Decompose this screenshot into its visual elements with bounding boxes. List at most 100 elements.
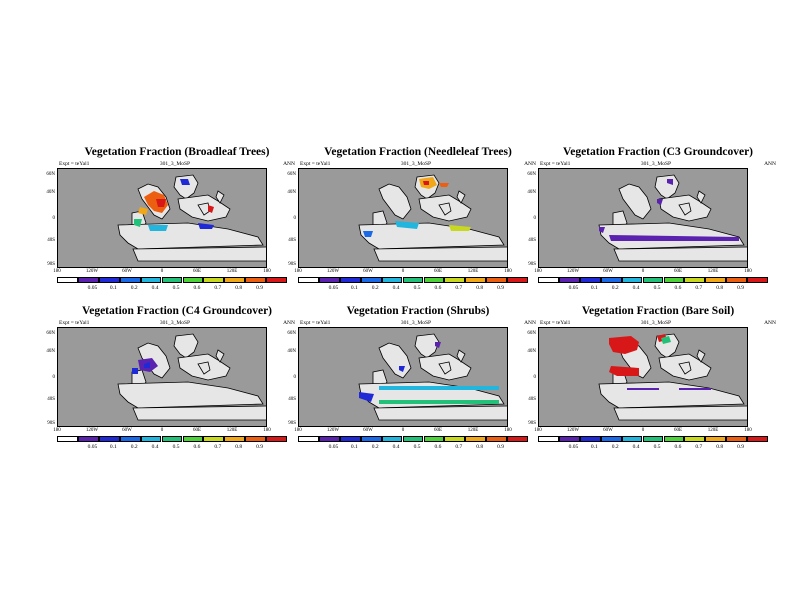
land-mass <box>132 405 266 421</box>
colorbar-segment <box>747 277 768 283</box>
colorbar-segment <box>726 277 748 283</box>
x-tick-label: 120E <box>226 269 238 274</box>
y-tick-label: 90S <box>528 262 536 267</box>
colorbar-segment <box>507 277 528 283</box>
colorbar <box>298 277 528 284</box>
land-mass <box>197 361 211 375</box>
x-tick-label: 120W <box>326 428 340 433</box>
y-tick-label: 40S <box>288 238 296 243</box>
vegetation-patch <box>667 179 673 185</box>
panel-bare-soil: Vegetation Fraction (Bare Soil) Expt = te… <box>527 305 778 470</box>
colorbar-segment <box>684 277 706 283</box>
y-tick-label: 90S <box>47 421 55 426</box>
colorbar-segment <box>298 277 319 283</box>
colorbar-label: 0.05 <box>328 444 339 450</box>
land-mass <box>696 349 706 363</box>
vegetation-patch <box>599 227 605 233</box>
panel-shrubs: Vegetation Fraction (Shrubs) Expt = teYal… <box>287 305 538 470</box>
vegetation-patch <box>399 366 405 372</box>
x-tick-label: 180 <box>263 269 271 274</box>
vegetation-patch <box>134 219 142 227</box>
land-mass <box>618 183 652 220</box>
y-tick-label: 90S <box>288 421 296 426</box>
colorbar-label: 0.6 <box>674 444 682 450</box>
x-tick-label: 60E <box>433 269 443 274</box>
y-tick-label: 60N <box>46 331 55 336</box>
colorbar-label: 0.8 <box>716 444 724 450</box>
y-tick-label: 40S <box>47 397 55 402</box>
season-label: ANN <box>283 320 295 326</box>
colorbar-label: 0.1 <box>590 285 598 291</box>
land-mass <box>438 361 452 375</box>
x-tick-label: 180 <box>744 269 752 274</box>
vegetation-patch <box>208 205 214 213</box>
colorbar-segment <box>203 436 225 442</box>
x-tick-label: 120W <box>85 269 99 274</box>
colorbar-segment <box>224 277 246 283</box>
expt-label: Expt = teYal1 <box>59 320 90 326</box>
land-mass <box>373 405 507 421</box>
map-plot <box>538 327 748 427</box>
land-mass <box>678 202 692 216</box>
colorbar-label: 0.5 <box>653 444 661 450</box>
colorbar-label: 0.2 <box>371 444 379 450</box>
x-tick-label: 0 <box>401 269 405 274</box>
x-tick-label: 120W <box>566 428 580 433</box>
panel-title: Vegetation Fraction (Bare Soil) <box>581 305 735 317</box>
vegetation-patch <box>379 400 499 404</box>
vegetation-patch <box>627 388 659 390</box>
colorbar-segment <box>266 436 287 442</box>
vegetation-patch <box>395 221 419 229</box>
x-tick-label: 180 <box>744 428 752 433</box>
colorbar-segment <box>642 436 664 442</box>
land-mass <box>613 405 747 421</box>
x-tick-label: 180 <box>53 428 61 433</box>
colorbar-segment <box>119 277 141 283</box>
land-mass <box>613 246 747 262</box>
colorbar-label: 0.4 <box>392 285 400 291</box>
colorbar-segment <box>423 277 445 283</box>
season-label: ANN <box>524 161 536 167</box>
colorbar-segment <box>621 277 643 283</box>
colorbar-segment <box>663 436 685 442</box>
colorbar-label: 0.4 <box>632 285 640 291</box>
model-label: 301_3_MoSP <box>640 320 672 326</box>
colorbar-segment <box>182 436 204 442</box>
land-mass <box>132 246 266 262</box>
x-tick-label: 120W <box>566 269 580 274</box>
colorbar-label: 0.4 <box>392 444 400 450</box>
y-tick-label: 0 <box>293 375 297 380</box>
vegetation-patch <box>132 368 138 374</box>
season-label: ANN <box>764 161 776 167</box>
colorbar-segment <box>360 436 382 442</box>
model-label: 301_3_MoSP <box>400 320 432 326</box>
colorbar-segment <box>538 277 559 283</box>
colorbar-segment <box>140 436 162 442</box>
land-mass <box>438 202 452 216</box>
colorbar-segment <box>579 436 601 442</box>
y-tick-label: 0 <box>52 216 56 221</box>
colorbar-segment <box>600 277 622 283</box>
colorbar-segment <box>203 277 225 283</box>
colorbar-label: 0.9 <box>256 444 264 450</box>
panel-broadleaf: Vegetation Fraction (Broadleaf Trees) Exp… <box>46 146 297 311</box>
x-tick-label: 0 <box>641 269 645 274</box>
vegetation-patch <box>435 342 441 348</box>
colorbar-segment <box>486 277 508 283</box>
colorbar-segment <box>245 436 267 442</box>
land-mass <box>456 190 466 204</box>
x-tick-label: 60W <box>363 428 373 433</box>
colorbar <box>538 277 768 284</box>
land-mass <box>696 190 706 204</box>
colorbar-segment <box>558 277 580 283</box>
panel-c4: Vegetation Fraction (C4 Groundcover) Expt… <box>46 305 297 470</box>
colorbar-segment <box>444 277 466 283</box>
land-mass <box>215 349 225 363</box>
model-label: 301_3_MoSP <box>159 161 191 167</box>
colorbar-segment <box>77 436 99 442</box>
colorbar-segment <box>507 436 528 442</box>
colorbar-label: 0.9 <box>497 285 505 291</box>
colorbar-segment <box>140 277 162 283</box>
colorbar-segment <box>161 436 183 442</box>
colorbar-segment <box>579 277 601 283</box>
